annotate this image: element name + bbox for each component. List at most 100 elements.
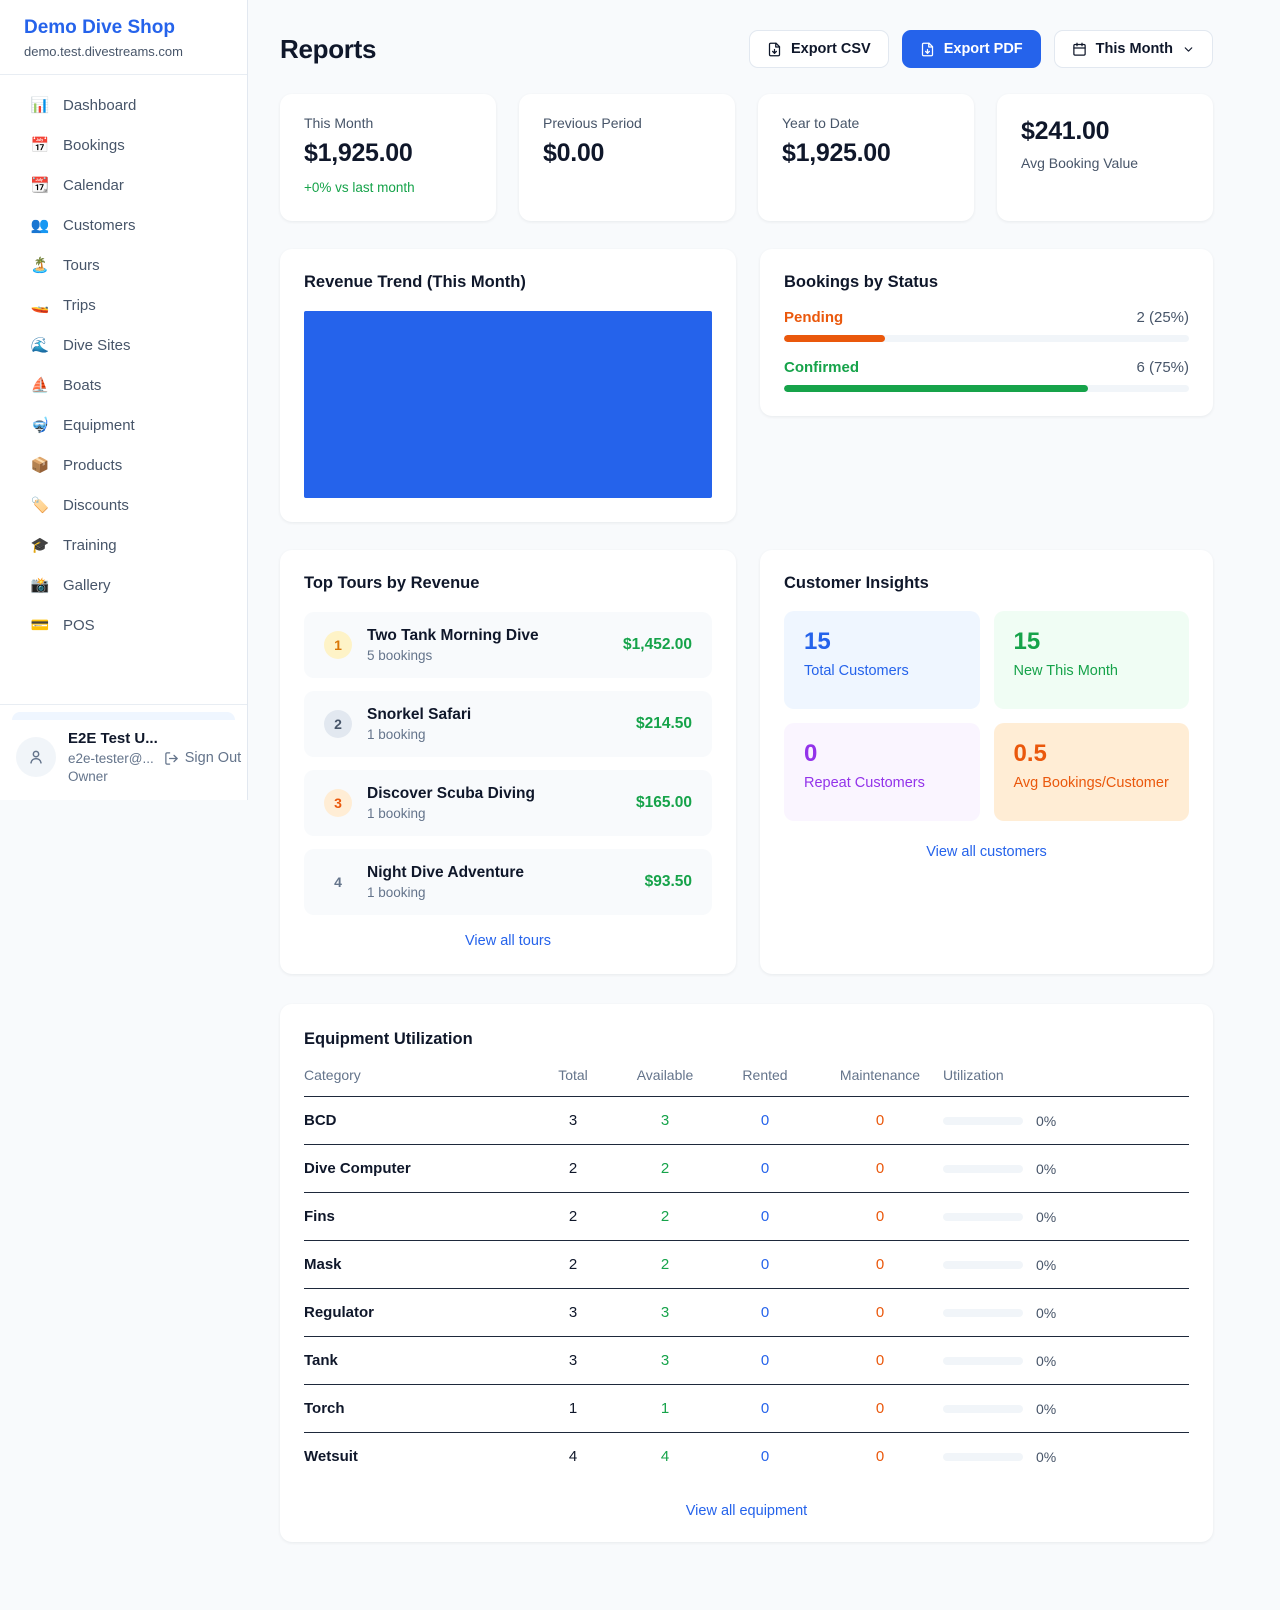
trips-speedboat-icon: 🚤 bbox=[30, 297, 50, 314]
period-label: This Month bbox=[1095, 41, 1173, 57]
sidebar-item-calendar[interactable]: 📆 Calendar bbox=[12, 169, 235, 202]
tour-rank-badge-0: 1 bbox=[324, 631, 352, 659]
sidebar-item-training[interactable]: 🎓 Training bbox=[12, 529, 235, 562]
stat-delta: +0% vs last month bbox=[304, 180, 415, 195]
sidebar-item-pos[interactable]: 💳 POS bbox=[12, 609, 235, 642]
stat-card-previous-period: Previous Period $0.00 bbox=[519, 94, 735, 221]
insight-tile-1: 15 New This Month bbox=[993, 611, 1189, 709]
sign-out-icon bbox=[165, 751, 178, 765]
cell-available: 2 bbox=[617, 1144, 713, 1193]
sidebar-item-boats[interactable]: ⛵ Boats bbox=[12, 369, 235, 402]
user-info: E2E Test U... e2e-tester@... Sign Out Ow… bbox=[68, 730, 241, 784]
main-content: Reports Export CSV Export PDF This Month… bbox=[280, 0, 1213, 1542]
sidebar-item-label: Boats bbox=[63, 377, 102, 394]
cell-total: 2 bbox=[529, 1144, 617, 1193]
cell-maintenance: 0 bbox=[817, 1240, 943, 1289]
cell-category: Regulator bbox=[304, 1288, 529, 1337]
export-csv-button[interactable]: Export CSV bbox=[748, 30, 889, 68]
file-download-icon bbox=[921, 42, 933, 56]
utilization-bar bbox=[943, 1356, 1023, 1365]
products-package-icon: 📦 bbox=[30, 457, 50, 474]
sidebar-item-customers[interactable]: 👥 Customers bbox=[12, 209, 235, 242]
tour-amount: $165.00 bbox=[635, 794, 692, 811]
sidebar-item-label: POS bbox=[63, 617, 95, 634]
header-actions: Export CSV Export PDF This Month bbox=[748, 30, 1213, 68]
cell-total: 2 bbox=[529, 1192, 617, 1241]
column-header: Utilization bbox=[943, 1067, 1189, 1097]
utilization-bar bbox=[943, 1404, 1023, 1413]
cell-maintenance: 0 bbox=[817, 1096, 943, 1145]
status-count: 2 (25%) bbox=[1136, 309, 1189, 326]
cell-available: 4 bbox=[660, 1448, 670, 1465]
insight-tile-0: 15 Total Customers bbox=[784, 611, 980, 709]
status-label-0: Pending bbox=[784, 309, 844, 326]
revenue-trend-title: Revenue Trend (This Month) bbox=[304, 273, 526, 291]
discounts-tag-icon: 🏷️ bbox=[30, 497, 50, 514]
utilization-percent: 0% bbox=[1036, 1400, 1057, 1417]
sign-out-button[interactable]: Sign Out bbox=[164, 750, 241, 766]
insight-tile-3: 0.5 Avg Bookings/Customer bbox=[993, 723, 1189, 821]
sidebar-item-label: Dive Sites bbox=[63, 337, 131, 354]
cell-rented: 0 bbox=[713, 1144, 817, 1193]
cell-available: 2 bbox=[617, 1192, 713, 1241]
export-pdf-button[interactable]: Export PDF bbox=[901, 30, 1041, 68]
column-header: Total bbox=[529, 1067, 617, 1097]
cell-rented: 0 bbox=[713, 1192, 817, 1241]
sidebar-header: Demo Dive Shop demo.test.divestreams.com bbox=[0, 0, 247, 75]
tile-value: 15 bbox=[1013, 628, 1041, 655]
training-graduation-cap-icon: 🎓 bbox=[30, 537, 50, 554]
top-tours-title: Top Tours by Revenue bbox=[304, 574, 480, 592]
cell-rented: 0 bbox=[760, 1448, 770, 1465]
sidebar-item-equipment[interactable]: 🤿 Equipment bbox=[12, 409, 235, 442]
cell-category: Torch bbox=[304, 1384, 529, 1433]
period-dropdown[interactable]: This Month bbox=[1053, 30, 1213, 68]
customer-insights-card: Customer Insights 15 Total Customers 15 … bbox=[760, 550, 1213, 974]
sidebar-item-label: Gallery bbox=[63, 577, 111, 594]
sidebar-item-gallery[interactable]: 📸 Gallery bbox=[12, 569, 235, 602]
bookings-by-status-card: Bookings by Status Pending 2 (25%) Confi… bbox=[760, 249, 1213, 416]
view-all-customers-link[interactable]: View all customers bbox=[784, 843, 1189, 861]
sidebar-item-trips[interactable]: 🚤 Trips bbox=[12, 289, 235, 322]
cell-rented: 0 bbox=[713, 1096, 817, 1145]
sidebar-footer: E2E Test U... e2e-tester@... Sign Out Ow… bbox=[0, 704, 247, 800]
sidebar-item-label: Tours bbox=[63, 257, 100, 274]
table-row: Wetsuit 4 4 0 0 0% bbox=[304, 1433, 1189, 1481]
column-header: Maintenance bbox=[817, 1067, 943, 1097]
page-header: Reports Export CSV Export PDF This Month bbox=[280, 30, 1213, 68]
stat-card-avg-booking-value: $241.00 Avg Booking Value bbox=[997, 94, 1213, 221]
cell-maintenance: 0 bbox=[817, 1288, 943, 1337]
sidebar-item-tours[interactable]: 🏝️ Tours bbox=[12, 249, 235, 282]
sidebar-item-dive-sites[interactable]: 🌊 Dive Sites bbox=[12, 329, 235, 362]
sidebar-item-products[interactable]: 📦 Products bbox=[12, 449, 235, 482]
column-header: Available bbox=[617, 1067, 713, 1097]
tour-row: 3 Discover Scuba Diving 1 booking $165.0… bbox=[304, 770, 712, 836]
insight-tile-2: 0 Repeat Customers bbox=[784, 723, 980, 821]
sign-out-label: Sign Out bbox=[184, 750, 242, 766]
equipment-utilization-card: Equipment Utilization Category Total Ava… bbox=[280, 1004, 1213, 1542]
table-row: Regulator 3 3 0 0 0% bbox=[304, 1288, 1189, 1337]
cell-total: 1 bbox=[529, 1384, 617, 1433]
pos-credit-card-icon: 💳 bbox=[30, 617, 50, 634]
table-row: Dive Computer 2 2 0 0 0% bbox=[304, 1144, 1189, 1193]
view-all-tours-link[interactable]: View all tours bbox=[304, 932, 712, 950]
stats-row: This Month $1,925.00 +0% vs last month P… bbox=[280, 94, 1213, 221]
sidebar-item-discounts[interactable]: 🏷️ Discounts bbox=[12, 489, 235, 522]
chevron-down-icon bbox=[1184, 46, 1193, 52]
utilization-bar bbox=[943, 1116, 1023, 1125]
view-all-equipment-link[interactable]: View all equipment bbox=[304, 1502, 1189, 1520]
sidebar-item-label: Bookings bbox=[63, 137, 125, 154]
tour-amount: $214.50 bbox=[635, 715, 692, 732]
sidebar-item-bookings[interactable]: 📅 Bookings bbox=[12, 129, 235, 162]
shop-domain: demo.test.divestreams.com bbox=[24, 44, 183, 59]
cell-available: 3 bbox=[617, 1336, 713, 1385]
cell-total: 3 bbox=[529, 1336, 617, 1385]
tour-bookings: 5 bookings bbox=[367, 648, 433, 663]
tour-bookings: 1 booking bbox=[367, 885, 426, 900]
stat-label: Avg Booking Value bbox=[1021, 155, 1139, 171]
tour-amount: $1,452.00 bbox=[623, 636, 692, 653]
cell-maintenance: 0 bbox=[817, 1384, 943, 1433]
export-csv-label: Export CSV bbox=[790, 41, 871, 57]
user-role: Owner bbox=[68, 769, 108, 784]
sidebar-item-dashboard[interactable]: 📊 Dashboard bbox=[12, 89, 235, 122]
tile-label: New This Month bbox=[1013, 663, 1119, 679]
